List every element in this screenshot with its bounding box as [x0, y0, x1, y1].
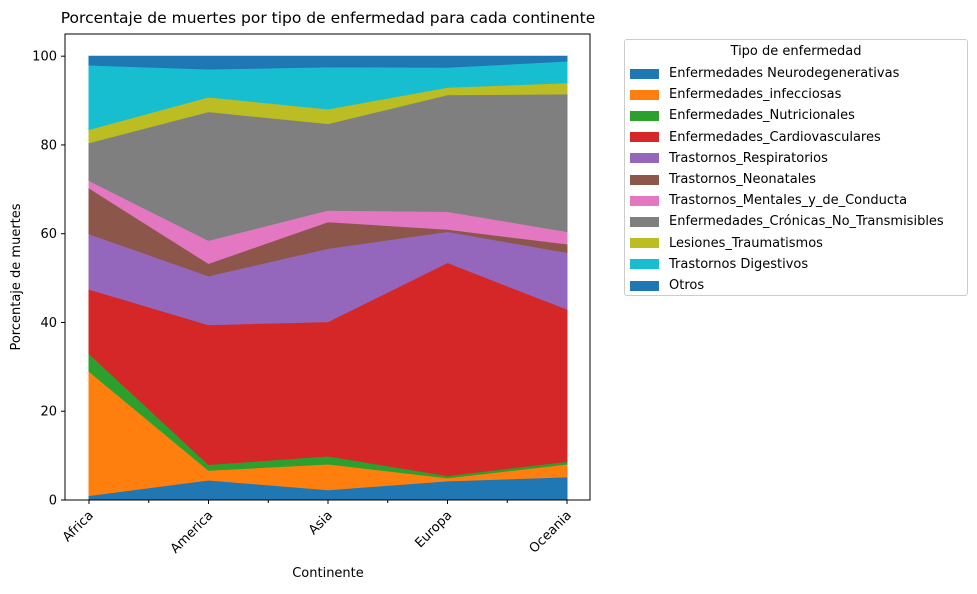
legend-swatch	[630, 132, 659, 143]
x-axis-label: Continente	[292, 566, 364, 581]
legend-item: Trastornos Digestivos	[630, 254, 808, 275]
legend-swatch	[630, 259, 659, 270]
legend-label: Enfermedades Neurodegenerativas	[669, 66, 900, 81]
legend-item: Enfermedades_Nutricionales	[630, 105, 855, 126]
y-axis: 0 20 40 60 80 100	[32, 50, 65, 509]
legend-swatch	[630, 110, 659, 121]
y-tick-label: 20	[40, 405, 57, 420]
x-tick-label: Europa	[412, 508, 455, 551]
legend-label: Otros	[669, 278, 705, 293]
legend-item: Trastornos_Neonatales	[630, 169, 816, 190]
y-tick-label: 0	[49, 494, 57, 509]
legend-label: Lesiones_Traumatismos	[669, 235, 823, 251]
x-tick-label: Asia	[306, 508, 336, 538]
legend-swatch	[630, 238, 659, 249]
legend-title: Tipo de enfermedad	[730, 44, 862, 59]
legend-label: Enfermedades_Nutricionales	[669, 108, 855, 124]
area-series-10	[88, 55, 568, 70]
area-series-group	[88, 55, 568, 501]
legend-swatch	[630, 195, 659, 206]
legend-label: Trastornos_Mentales_y_de_Conducta	[669, 193, 908, 209]
x-axis: Africa America Asia Europa Oceania	[60, 500, 575, 557]
legend-item: Lesiones_Traumatismos	[630, 233, 823, 254]
legend-swatch	[630, 216, 659, 227]
legend-item: Enfermedades_infecciosas	[630, 84, 841, 105]
legend-item: Trastornos_Respiratorios	[630, 148, 828, 169]
legend-swatch	[630, 280, 659, 291]
legend-item: Enfermedades_Crónicas_No_Transmisibles	[630, 211, 944, 232]
legend-label: Enfermedades_Crónicas_No_Transmisibles	[669, 214, 944, 230]
legend-label: Trastornos_Respiratorios	[669, 150, 828, 166]
legend-item: Trastornos_Mentales_y_de_Conducta	[630, 190, 907, 211]
x-tick-label: America	[168, 508, 217, 557]
legend-item: Otros	[630, 275, 704, 296]
y-tick-label: 40	[40, 316, 57, 331]
y-tick-label: 100	[32, 50, 57, 65]
y-axis-label: Porcentaje de muertes	[9, 203, 24, 350]
chart-title: Porcentaje de muertes por tipo de enferm…	[61, 9, 595, 27]
legend-label: Enfermedades_infecciosas	[669, 87, 842, 103]
legend-label: Trastornos_Neonatales	[669, 172, 817, 187]
legend-swatch	[630, 153, 659, 164]
legend-swatch	[630, 89, 659, 100]
x-tick-label: Africa	[60, 508, 97, 545]
legend: Tipo de enfermedad Enfermedades Neurodeg…	[624, 39, 968, 296]
legend-label: Trastornos Digestivos	[669, 256, 809, 272]
legend-item: Enfermedades_Cardiovasculares	[630, 127, 881, 148]
y-tick-label: 60	[40, 227, 57, 242]
legend-swatch	[630, 174, 659, 185]
legend-label: Enfermedades_Cardiovasculares	[669, 129, 881, 145]
legend-swatch	[630, 68, 659, 79]
y-tick-label: 80	[40, 138, 57, 153]
x-tick-label: Oceania	[527, 508, 575, 556]
legend-item: Enfermedades Neurodegenerativas	[630, 63, 899, 84]
